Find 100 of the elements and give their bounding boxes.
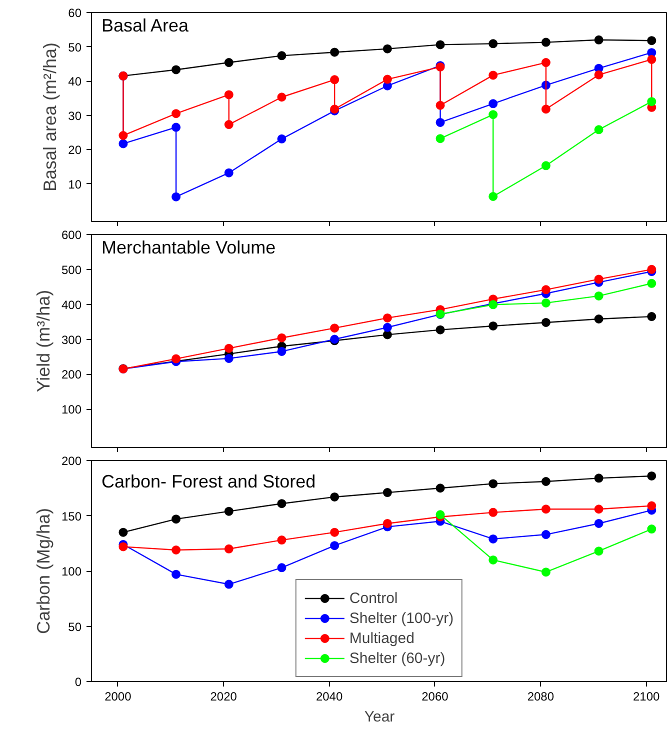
point bbox=[647, 97, 656, 106]
text: Carbon- Forest and Stored bbox=[102, 472, 316, 492]
point bbox=[594, 518, 604, 528]
point bbox=[594, 274, 604, 284]
point bbox=[594, 314, 604, 324]
point bbox=[594, 546, 604, 556]
point bbox=[277, 499, 286, 508]
point bbox=[488, 192, 498, 201]
point bbox=[382, 518, 392, 528]
y-tick-label: 0 bbox=[74, 675, 82, 689]
point bbox=[488, 70, 498, 80]
point bbox=[488, 479, 498, 488]
point bbox=[488, 321, 498, 330]
point bbox=[436, 134, 445, 144]
point bbox=[224, 58, 234, 68]
point bbox=[594, 291, 604, 300]
x-tick-label: 2080 bbox=[527, 690, 554, 704]
point bbox=[172, 122, 181, 132]
point bbox=[594, 474, 604, 483]
point bbox=[330, 541, 340, 550]
point bbox=[277, 563, 286, 572]
point bbox=[382, 488, 392, 498]
point bbox=[172, 546, 181, 554]
point bbox=[118, 542, 128, 552]
legend-label: Multiaged bbox=[349, 629, 414, 647]
y-tick-label: 100 bbox=[61, 564, 82, 578]
y-tick-label: 300 bbox=[61, 332, 82, 347]
point bbox=[277, 134, 286, 144]
chart-title: Merchantable Volume bbox=[102, 238, 276, 258]
y-tick-label: 200 bbox=[61, 368, 82, 382]
x-tick-label: 2100 bbox=[633, 690, 660, 704]
point bbox=[382, 322, 392, 332]
point bbox=[277, 346, 286, 356]
point bbox=[594, 504, 604, 514]
point bbox=[118, 139, 128, 148]
point bbox=[382, 313, 392, 322]
point bbox=[224, 580, 234, 589]
chart-title: Basal Area bbox=[102, 16, 190, 36]
point bbox=[541, 568, 550, 577]
point bbox=[541, 38, 550, 47]
legend-label: Shelter (60-yr) bbox=[349, 649, 446, 667]
point bbox=[172, 570, 181, 579]
point bbox=[488, 555, 498, 564]
x-tick-label: 2000 bbox=[104, 690, 132, 704]
point bbox=[172, 109, 181, 118]
y-tick-label: 150 bbox=[61, 509, 82, 524]
legend-label: Control bbox=[349, 589, 398, 607]
x-tick-label: 2040 bbox=[316, 690, 343, 704]
point bbox=[647, 471, 656, 480]
point bbox=[647, 54, 656, 64]
y-tick-label: 400 bbox=[61, 298, 82, 312]
point bbox=[594, 70, 604, 80]
point bbox=[436, 100, 445, 110]
point bbox=[382, 330, 392, 340]
point bbox=[436, 118, 445, 127]
point bbox=[224, 506, 234, 516]
point bbox=[330, 492, 340, 502]
point bbox=[224, 120, 234, 130]
x-tick-label: 2020 bbox=[210, 690, 238, 704]
point bbox=[488, 534, 498, 544]
y-tick-label: 30 bbox=[68, 108, 82, 123]
point bbox=[541, 318, 550, 327]
point bbox=[541, 298, 550, 308]
y-axis-title: Carbon (Mg/ha) bbox=[33, 508, 54, 634]
point bbox=[647, 312, 656, 322]
point bbox=[488, 39, 498, 48]
point bbox=[172, 514, 181, 524]
point bbox=[118, 528, 128, 537]
point bbox=[172, 65, 181, 74]
point bbox=[224, 344, 234, 353]
y-tick-label: 50 bbox=[68, 620, 82, 634]
point bbox=[541, 161, 550, 170]
point bbox=[330, 48, 340, 57]
point bbox=[277, 536, 286, 545]
point bbox=[330, 324, 340, 333]
point bbox=[224, 354, 234, 363]
point bbox=[488, 110, 498, 120]
point bbox=[594, 125, 604, 134]
point bbox=[541, 477, 550, 486]
x-tick-label: 2060 bbox=[422, 690, 449, 704]
point bbox=[647, 524, 656, 534]
legend-label: Shelter (100-yr) bbox=[349, 609, 454, 627]
x-axis-title: Year bbox=[364, 708, 395, 726]
point bbox=[277, 333, 286, 342]
point bbox=[541, 504, 550, 514]
point bbox=[436, 325, 445, 334]
point bbox=[541, 530, 550, 540]
point bbox=[224, 168, 234, 178]
point bbox=[647, 36, 656, 46]
point bbox=[541, 285, 550, 294]
point bbox=[172, 192, 181, 202]
y-tick-label: 600 bbox=[61, 228, 82, 242]
y-tick-label: 100 bbox=[61, 402, 82, 417]
y-tick-label: 500 bbox=[61, 262, 82, 277]
point bbox=[277, 51, 286, 60]
y-tick-label: 50 bbox=[68, 40, 82, 54]
point bbox=[277, 92, 286, 102]
point bbox=[594, 35, 604, 44]
point bbox=[488, 508, 498, 517]
point bbox=[647, 501, 656, 510]
